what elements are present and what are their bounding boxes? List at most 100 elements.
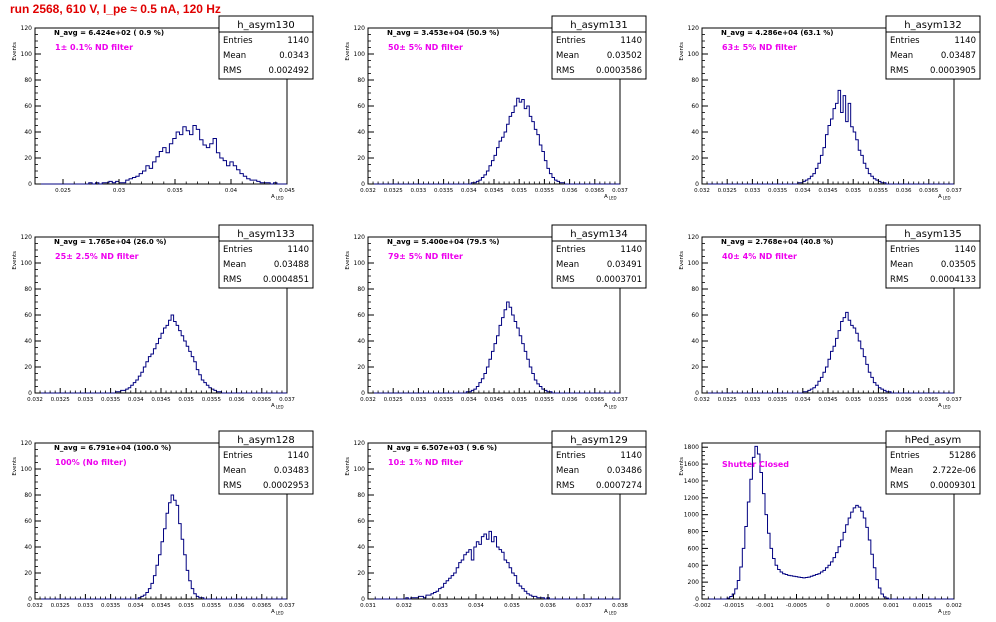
x-tick-label: 0.033 xyxy=(411,397,427,403)
stats-label-entries: Entries xyxy=(890,451,920,461)
x-tick-label: 0.0365 xyxy=(919,188,939,194)
stats-label-rms: RMS xyxy=(556,275,575,285)
x-tick-label: 0.036 xyxy=(896,188,912,194)
x-axis-label: ALED xyxy=(271,609,284,616)
histogram-panel-h_asym128: 0 20 40 60 80 100 120 0.032 0.0325 0.033 0.0335 0.0… xyxy=(12,430,314,616)
x-tick-label: 0.0365 xyxy=(585,397,605,403)
y-tick-label: 200 xyxy=(688,579,700,586)
x-tick-label: 0.0345 xyxy=(151,397,171,403)
stats-label-entries: Entries xyxy=(890,36,920,46)
y-tick-label: 20 xyxy=(691,364,699,371)
navg-label: N_avg = 3.453e+04 (50.9 %) xyxy=(387,29,499,37)
y-tick-label: 0 xyxy=(28,390,32,397)
filter-annotation: 10± 1% ND filter xyxy=(388,458,463,467)
x-axis-label: ALED xyxy=(604,609,617,616)
stats-label-mean: Mean xyxy=(223,466,246,476)
filter-annotation: 40± 4% ND filter xyxy=(722,252,797,261)
x-tick-label: 0.035 xyxy=(178,397,194,403)
x-axis-label: ALED xyxy=(938,194,951,201)
x-tick-label: 0.037 xyxy=(612,188,628,194)
y-tick-label: 100 xyxy=(21,466,33,473)
x-tick-label: 0.0325 xyxy=(718,397,738,403)
y-tick-label: 1600 xyxy=(684,461,699,468)
x-tick-label: 0.035 xyxy=(167,188,183,194)
x-tick-label: 0.032 xyxy=(360,188,376,194)
x-tick-label: 0.033 xyxy=(745,397,761,403)
y-tick-label: 100 xyxy=(688,51,700,58)
filter-annotation: 25± 2.5% ND filter xyxy=(55,252,139,261)
y-tick-label: 120 xyxy=(688,234,700,241)
stats-value-mean: 0.03505 xyxy=(941,260,976,270)
y-tick-label: 80 xyxy=(357,77,365,84)
x-tick-label: 0.0325 xyxy=(51,603,71,609)
filter-annotation: 1± 0.1% ND filter xyxy=(55,43,133,52)
x-tick-label: 0.0325 xyxy=(384,188,404,194)
y-tick-label: 120 xyxy=(21,234,33,241)
y-tick-label: 1800 xyxy=(684,444,699,451)
x-tick-label: 0.035 xyxy=(845,397,861,403)
y-tick-label: 60 xyxy=(24,518,32,525)
x-tick-label: 0.0015 xyxy=(913,603,933,609)
x-tick-label: 0.0355 xyxy=(869,397,889,403)
navg-label: N_avg = 6.507e+03 ( 9.6 %) xyxy=(387,444,497,452)
x-tick-label: 0.0365 xyxy=(252,397,272,403)
filter-annotation: 79± 5% ND filter xyxy=(388,252,463,261)
x-tick-label: 0.036 xyxy=(896,397,912,403)
stats-box xyxy=(218,224,314,289)
x-tick-label: 0.0365 xyxy=(252,603,272,609)
x-tick-label: 0.037 xyxy=(279,397,295,403)
y-tick-label: 60 xyxy=(357,518,365,525)
histogram-panel-hPed_asym: 0 200 400 600 800 1000 1200 1400 1600 1800 -0.002 -… xyxy=(679,430,981,616)
stats-box xyxy=(885,224,981,289)
stats-label-mean: Mean xyxy=(890,466,913,476)
y-tick-label: 80 xyxy=(24,492,32,499)
y-axis-label: Events xyxy=(12,457,18,476)
navg-label: N_avg = 4.286e+04 (63.1 %) xyxy=(721,29,833,37)
y-tick-label: 40 xyxy=(357,129,365,136)
x-tick-label: 0.0355 xyxy=(535,397,555,403)
x-tick-label: 0.033 xyxy=(432,603,448,609)
x-tick-label: 0.045 xyxy=(279,188,295,194)
page-title: run 2568, 610 V, I_pe ≈ 0.5 nA, 120 Hz xyxy=(10,2,221,16)
y-tick-label: 400 xyxy=(688,562,700,569)
y-tick-label: 0 xyxy=(28,596,32,603)
stats-label-rms: RMS xyxy=(556,66,575,76)
x-tick-label: 0.038 xyxy=(612,603,628,609)
y-tick-label: 120 xyxy=(354,25,366,32)
stats-value-rms: 0.0003905 xyxy=(930,66,976,76)
stats-value-mean: 0.03502 xyxy=(607,51,642,61)
y-tick-label: 600 xyxy=(688,545,700,552)
y-tick-label: 0 xyxy=(695,390,699,397)
histogram-panel-h_asym130: 0 20 40 60 80 100 120 0.025 0.03 0.035 0.04 0.045 Ev… xyxy=(12,15,314,201)
y-tick-label: 20 xyxy=(24,155,32,162)
navg-label: N_avg = 6.424e+02 ( 0.9 %) xyxy=(54,29,164,37)
y-tick-label: 60 xyxy=(691,103,699,110)
x-tick-label: 0.036 xyxy=(229,603,245,609)
stats-label-entries: Entries xyxy=(223,245,253,255)
stats-label-rms: RMS xyxy=(223,66,242,76)
x-axis-label: ALED xyxy=(938,403,951,410)
x-tick-label: 0.033 xyxy=(78,603,94,609)
x-tick-label: 0.032 xyxy=(27,603,43,609)
histogram-name: h_asym128 xyxy=(237,435,294,446)
x-tick-label: 0.034 xyxy=(461,188,477,194)
y-tick-label: 1400 xyxy=(684,478,699,485)
x-tick-label: 0.0355 xyxy=(202,397,222,403)
y-tick-label: 60 xyxy=(357,103,365,110)
histogram-series xyxy=(35,314,287,394)
stats-value-rms: 0.0007274 xyxy=(596,481,642,491)
y-axis-label: Events xyxy=(12,42,18,61)
x-axis-label: ALED xyxy=(271,403,284,410)
stats-value-entries: 1140 xyxy=(620,245,642,255)
stats-label-rms: RMS xyxy=(890,481,909,491)
y-tick-label: 20 xyxy=(357,364,365,371)
navg-label: N_avg = 6.791e+04 (100.0 %) xyxy=(54,444,171,452)
x-tick-label: 0.037 xyxy=(576,603,592,609)
y-tick-label: 100 xyxy=(688,260,700,267)
x-tick-label: 0.0365 xyxy=(919,397,939,403)
stats-value-entries: 1140 xyxy=(954,245,976,255)
y-axis-label: Events xyxy=(12,251,18,270)
stats-label-mean: Mean xyxy=(556,51,579,61)
stats-value-mean: 0.0343 xyxy=(279,51,309,61)
histogram-series xyxy=(368,97,620,185)
